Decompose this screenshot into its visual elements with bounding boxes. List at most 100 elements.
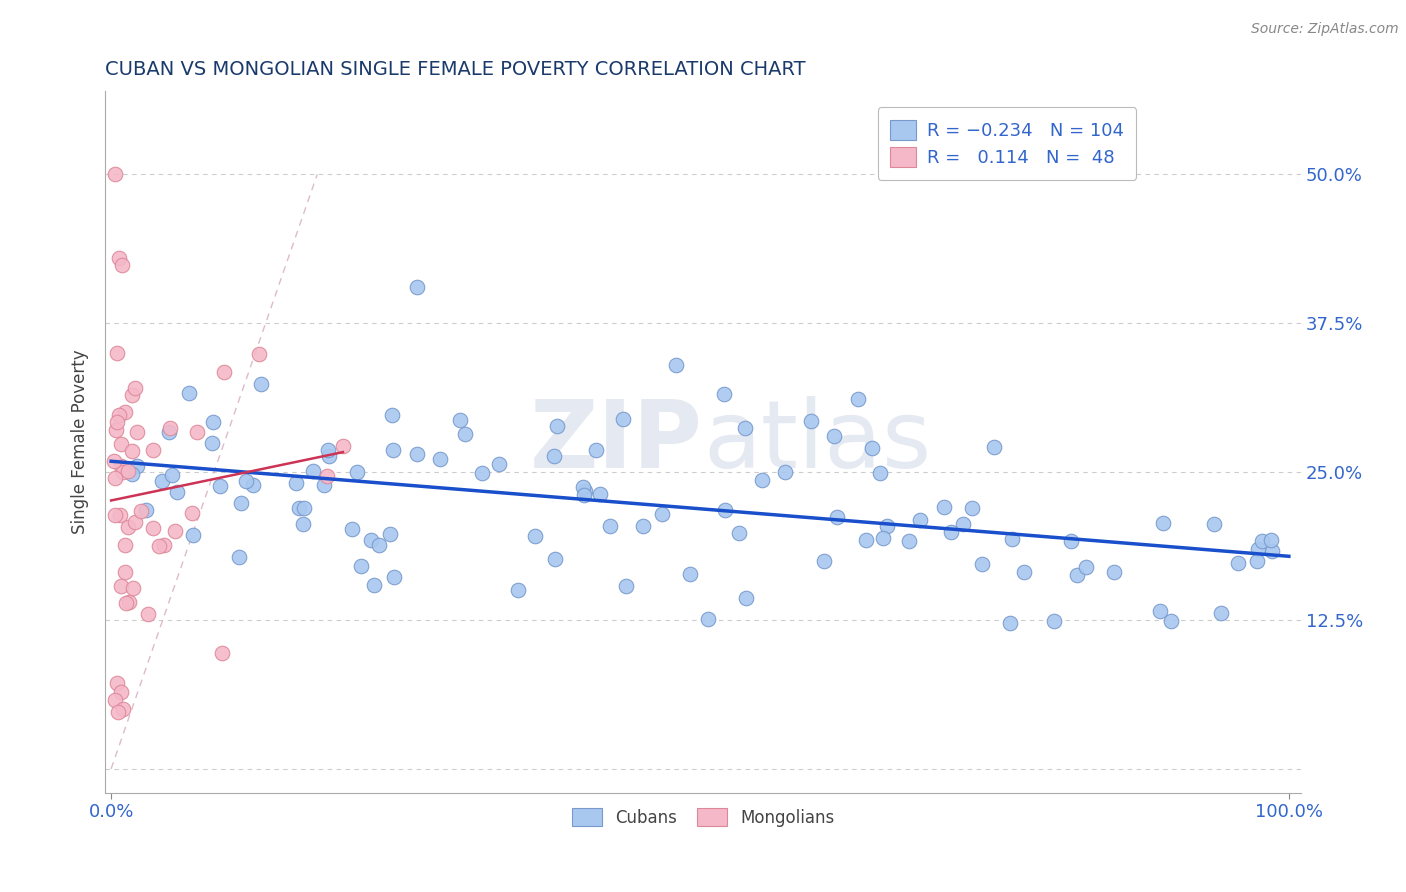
Point bbox=[471, 466, 494, 480]
Text: ZIP: ZIP bbox=[530, 396, 703, 488]
Point bbox=[751, 473, 773, 487]
Point bbox=[111, 702, 134, 716]
Point bbox=[177, 386, 200, 401]
Point bbox=[544, 552, 567, 566]
Point bbox=[129, 504, 152, 518]
Point bbox=[1226, 556, 1249, 570]
Y-axis label: Single Female Poverty: Single Female Poverty bbox=[72, 350, 89, 534]
Point bbox=[104, 423, 127, 437]
Point bbox=[108, 251, 131, 265]
Point bbox=[1260, 533, 1282, 547]
Point bbox=[651, 508, 673, 522]
Legend: Cubans, Mongolians: Cubans, Mongolians bbox=[565, 801, 841, 833]
Point bbox=[728, 525, 751, 540]
Point bbox=[589, 486, 612, 500]
Point bbox=[952, 516, 974, 531]
Point bbox=[285, 476, 308, 491]
Point bbox=[406, 280, 429, 294]
Point bbox=[572, 480, 595, 494]
Point bbox=[908, 513, 931, 527]
Point bbox=[1149, 604, 1171, 618]
Point bbox=[846, 392, 869, 406]
Point bbox=[860, 441, 883, 455]
Point bbox=[114, 565, 136, 579]
Point bbox=[449, 412, 471, 426]
Point bbox=[872, 531, 894, 545]
Point bbox=[972, 557, 994, 571]
Point bbox=[104, 470, 127, 484]
Point bbox=[316, 469, 339, 483]
Point bbox=[429, 451, 451, 466]
Point bbox=[228, 550, 250, 565]
Point bbox=[1251, 534, 1274, 549]
Point bbox=[312, 477, 335, 491]
Point bbox=[599, 519, 621, 533]
Point bbox=[1076, 560, 1098, 574]
Text: CUBAN VS MONGOLIAN SINGLE FEMALE POVERTY CORRELATION CHART: CUBAN VS MONGOLIAN SINGLE FEMALE POVERTY… bbox=[105, 60, 806, 78]
Point bbox=[208, 479, 231, 493]
Point bbox=[614, 579, 637, 593]
Point bbox=[381, 408, 404, 422]
Point bbox=[122, 581, 145, 595]
Point bbox=[110, 579, 132, 593]
Point bbox=[114, 405, 136, 419]
Point bbox=[211, 646, 233, 660]
Point bbox=[1152, 516, 1174, 531]
Point bbox=[201, 415, 224, 429]
Point bbox=[1246, 541, 1268, 556]
Point bbox=[735, 591, 758, 606]
Point bbox=[111, 465, 134, 479]
Point bbox=[612, 411, 634, 425]
Point bbox=[124, 381, 146, 395]
Point bbox=[360, 533, 382, 547]
Point bbox=[1102, 565, 1125, 579]
Point bbox=[1043, 615, 1066, 629]
Point bbox=[148, 539, 170, 553]
Point bbox=[288, 501, 311, 516]
Point bbox=[488, 457, 510, 471]
Point bbox=[367, 538, 389, 552]
Point bbox=[543, 449, 565, 463]
Point bbox=[291, 516, 314, 531]
Point bbox=[117, 465, 139, 479]
Point bbox=[813, 554, 835, 568]
Point bbox=[998, 615, 1021, 630]
Point bbox=[983, 440, 1005, 454]
Point bbox=[572, 488, 595, 502]
Point bbox=[104, 508, 127, 522]
Point bbox=[574, 483, 596, 498]
Point bbox=[1211, 607, 1233, 621]
Point bbox=[160, 468, 183, 483]
Point bbox=[103, 454, 125, 468]
Point bbox=[105, 415, 128, 429]
Point bbox=[121, 467, 143, 482]
Point bbox=[111, 258, 134, 272]
Point bbox=[108, 508, 131, 522]
Point bbox=[546, 419, 568, 434]
Point bbox=[363, 578, 385, 592]
Point bbox=[121, 443, 143, 458]
Point bbox=[524, 529, 547, 543]
Point bbox=[229, 496, 252, 510]
Point bbox=[941, 525, 963, 540]
Point bbox=[212, 366, 235, 380]
Point bbox=[585, 442, 607, 457]
Point bbox=[181, 527, 204, 541]
Point bbox=[1202, 516, 1225, 531]
Point bbox=[115, 596, 138, 610]
Point bbox=[898, 534, 921, 549]
Point bbox=[960, 501, 983, 516]
Point bbox=[1012, 566, 1035, 580]
Point bbox=[186, 425, 208, 440]
Point bbox=[876, 518, 898, 533]
Point bbox=[124, 515, 146, 529]
Point bbox=[110, 684, 132, 698]
Point bbox=[201, 436, 224, 450]
Point bbox=[696, 612, 718, 626]
Point bbox=[405, 447, 427, 461]
Point bbox=[1001, 533, 1024, 547]
Point bbox=[107, 705, 129, 719]
Point bbox=[825, 509, 848, 524]
Point bbox=[247, 347, 270, 361]
Point bbox=[142, 521, 165, 535]
